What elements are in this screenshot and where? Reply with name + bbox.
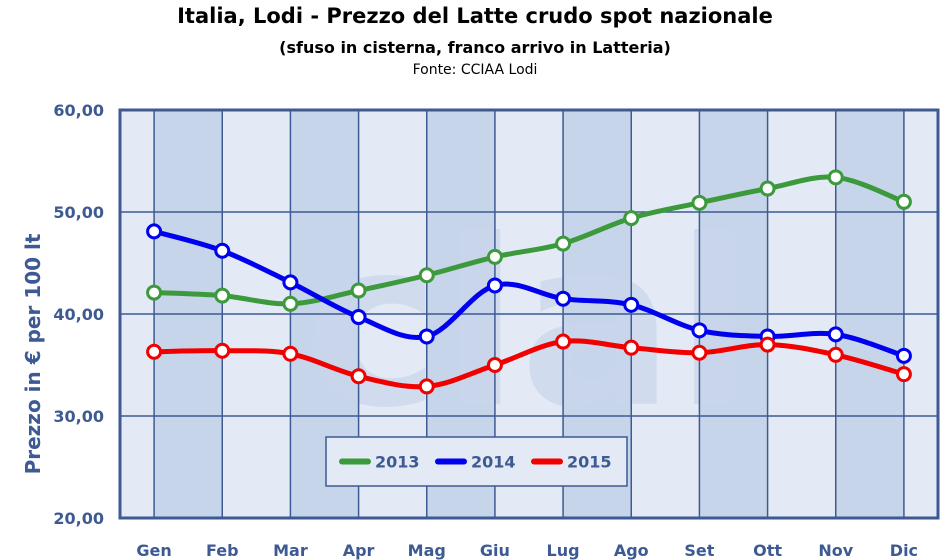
y-tick-label: 20,00 [53, 509, 104, 528]
x-tick-label: Dic [890, 541, 918, 560]
x-tick-label: Apr [343, 541, 375, 560]
data-point-2015 [895, 366, 912, 383]
x-tick-label: Mar [273, 541, 308, 560]
x-tick-label: Gen [136, 541, 171, 560]
data-point-2015 [691, 344, 708, 361]
data-point-2013 [214, 287, 231, 304]
x-tick-label: Ott [753, 541, 782, 560]
data-point-2014 [827, 326, 844, 343]
chart-title: Italia, Lodi - Prezzo del Latte crudo sp… [177, 4, 773, 28]
data-point-2013 [282, 295, 299, 312]
data-point-2014 [623, 296, 640, 313]
data-point-2014 [214, 242, 231, 259]
data-point-2015 [282, 345, 299, 362]
data-point-2015 [418, 378, 435, 395]
data-point-2013 [691, 194, 708, 211]
data-point-2014 [555, 290, 572, 307]
data-point-2014 [691, 322, 708, 339]
data-point-2015 [486, 357, 503, 373]
x-tick-label: Nov [818, 541, 853, 560]
y-axis-label: Prezzo in € per 100 lt [21, 233, 45, 474]
data-point-2013 [895, 193, 912, 210]
data-point-2015 [759, 336, 776, 353]
data-point-2013 [146, 284, 163, 301]
x-tick-label: Feb [206, 541, 239, 560]
data-point-2013 [350, 282, 367, 299]
y-tick-label: 40,00 [53, 305, 104, 324]
legend-label-2014: 2014 [471, 453, 516, 472]
data-point-2013 [418, 267, 435, 284]
data-point-2013 [623, 210, 640, 227]
data-point-2014 [146, 223, 163, 240]
data-point-2015 [214, 342, 231, 359]
chart-source: Fonte: CCIAA Lodi [412, 62, 538, 78]
y-tick-label: 30,00 [53, 407, 104, 426]
x-tick-label: Set [684, 541, 714, 560]
data-point-2014 [350, 309, 367, 326]
data-point-2015 [146, 343, 163, 360]
y-tick-label: 60,00 [53, 101, 104, 120]
data-point-2013 [759, 180, 776, 197]
legend-box [325, 436, 628, 487]
data-point-2015 [827, 346, 844, 363]
data-point-2015 [623, 339, 640, 356]
plot-border [118, 108, 940, 520]
x-tick-label: Giu [480, 541, 510, 560]
legend-label-2013: 2013 [375, 453, 420, 472]
x-tick-label: Ago [614, 541, 649, 560]
y-tick-label: 50,00 [53, 203, 104, 222]
data-point-2014 [895, 347, 912, 364]
x-tick-label: Mag [408, 541, 446, 560]
data-point-2014 [282, 274, 299, 291]
data-point-2015 [555, 333, 572, 350]
data-point-2015 [350, 368, 367, 385]
data-point-2014 [418, 328, 435, 345]
data-point-2014 [486, 277, 503, 294]
data-point-2013 [555, 235, 572, 252]
chart-subtitle: (sfuso in cisterna, franco arrivo in Lat… [279, 38, 671, 57]
legend-label-2015: 2015 [567, 453, 612, 472]
data-point-2013 [486, 248, 503, 265]
x-tick-label: Lug [547, 541, 580, 560]
data-point-2013 [827, 169, 844, 186]
